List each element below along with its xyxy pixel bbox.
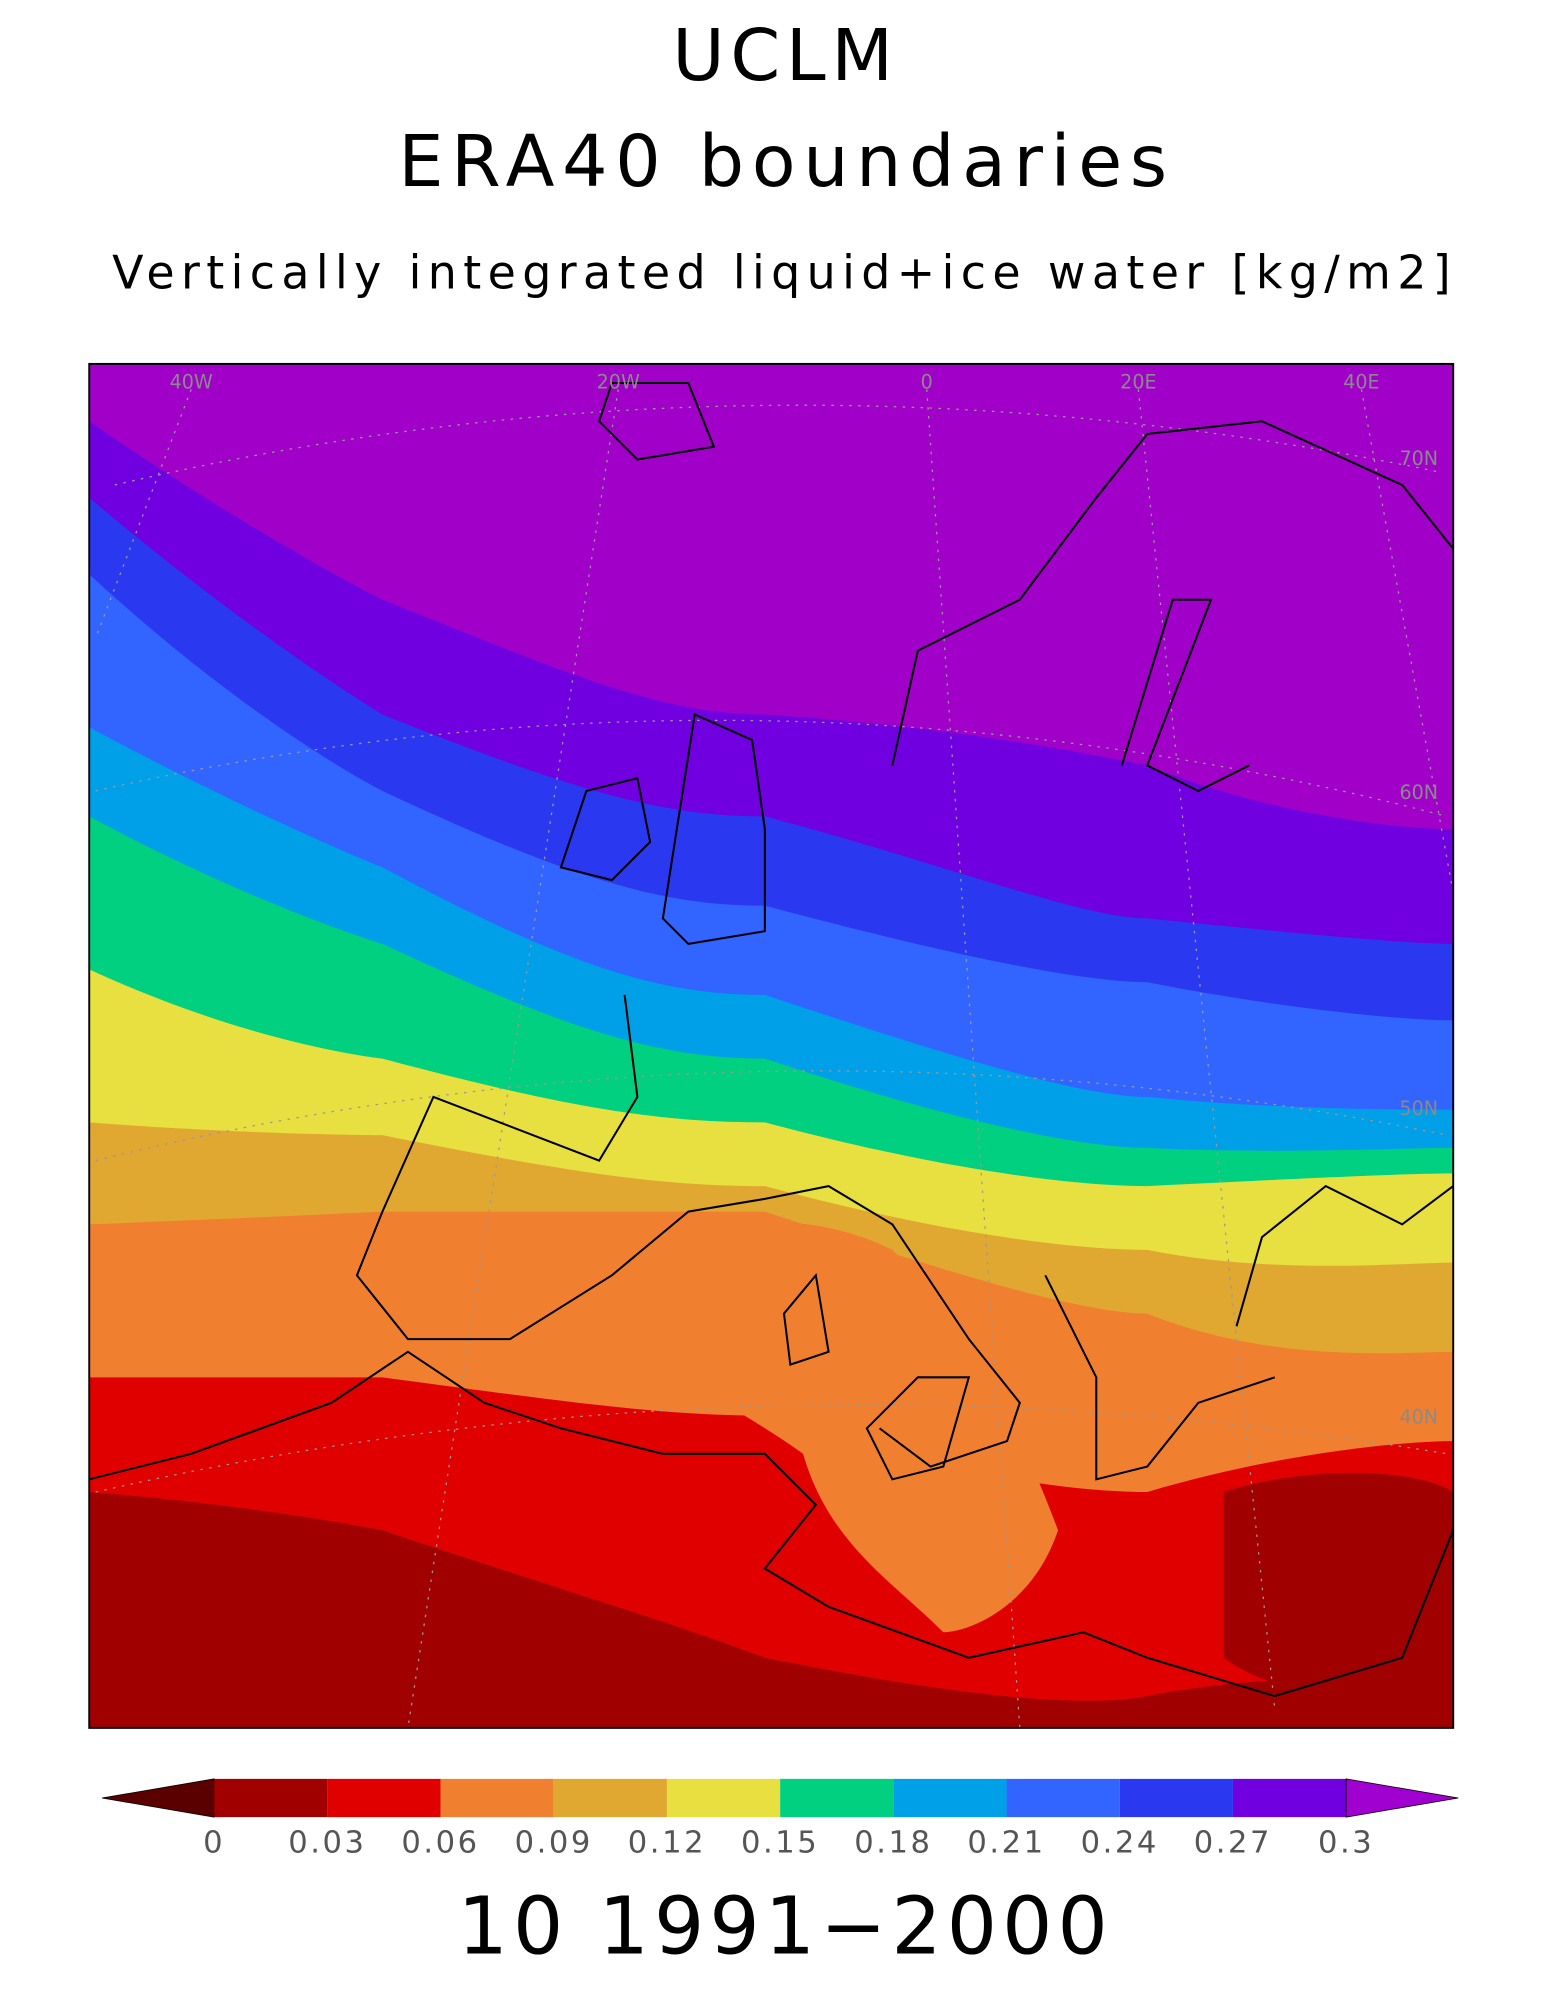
- colorbar-tick-label: 0.18: [854, 1825, 932, 1860]
- colorbar-tick-label: 0.24: [1081, 1825, 1159, 1860]
- lon-label: 20E: [1120, 371, 1156, 394]
- colorbar-under: [101, 1778, 215, 1818]
- colorbar-segment: [214, 1778, 328, 1818]
- variable-label: Vertically integrated liquid+ice water […: [112, 245, 1450, 299]
- colorbar-segment: [1119, 1778, 1233, 1818]
- colorbar-segment: [666, 1778, 781, 1818]
- colorbar-segment: [780, 1778, 894, 1818]
- colorbar-over: [1345, 1778, 1459, 1818]
- colorbar-segment: [893, 1778, 1007, 1818]
- lat-label: 50N: [1399, 1097, 1438, 1120]
- title: UCLM: [672, 14, 893, 97]
- colorbar-segment: [553, 1778, 667, 1818]
- lat-label: 70N: [1399, 447, 1438, 470]
- lat-label: 60N: [1399, 781, 1438, 804]
- subtitle: ERA40 boundaries: [398, 120, 1167, 203]
- colorbar-tick-label: 0.09: [515, 1825, 593, 1860]
- colorbar-tick-label: 0.03: [288, 1825, 366, 1860]
- coastlines: [88, 382, 1455, 1698]
- colorbar-segment: [327, 1778, 441, 1818]
- colorbar-segment: [440, 1778, 554, 1818]
- lon-label: 0: [921, 371, 933, 394]
- colorbar-tick-label: 0.12: [628, 1825, 706, 1860]
- colorbar-segment: [1232, 1778, 1347, 1818]
- colorbar-tick-label: 0.3: [1318, 1825, 1374, 1860]
- colorbar-tick-label: 0.06: [401, 1825, 479, 1860]
- map-frame: [88, 362, 1455, 1729]
- colorbar-tick-label: 0.27: [1194, 1825, 1272, 1860]
- lon-label: 40W: [170, 371, 213, 394]
- colorbar: 0 0.03 0.06 0.09 0.12 0.15 0.18 0.21 0.24 0.27 0.3: [101, 1778, 1459, 1860]
- colorbar-segment: [1006, 1778, 1120, 1818]
- colorbar-tick-label: 0.15: [741, 1825, 819, 1860]
- graticule: [95, 389, 1454, 1728]
- lon-label: 40E: [1343, 371, 1379, 394]
- lat-label: 40N: [1399, 1406, 1438, 1429]
- colorbar-tick-label: 0: [203, 1825, 225, 1860]
- geo-labels: 40W 20W 0 20E 40E 70N 60N 50N 40N: [170, 371, 1439, 1429]
- lon-label: 20W: [597, 371, 640, 394]
- colorbar-tick-label: 0.21: [967, 1825, 1045, 1860]
- period-label: 10 1991−2000: [458, 1880, 1108, 1972]
- map-field: [89, 363, 1454, 1728]
